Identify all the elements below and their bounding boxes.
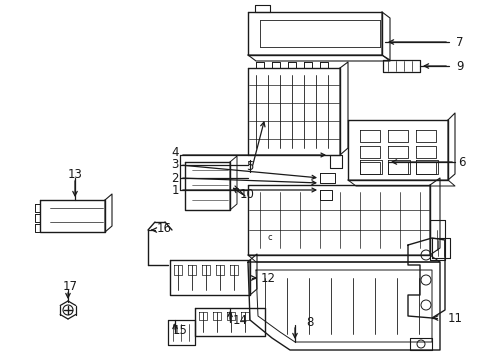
Text: 8: 8: [305, 316, 313, 329]
Text: c: c: [267, 234, 272, 243]
Text: 4: 4: [171, 147, 179, 159]
Text: 9: 9: [455, 59, 463, 72]
Text: 13: 13: [67, 168, 82, 181]
Text: 3: 3: [171, 158, 178, 171]
Text: 16: 16: [156, 221, 171, 234]
Text: 2: 2: [171, 171, 179, 184]
Text: 10: 10: [239, 188, 254, 201]
Text: 11: 11: [447, 311, 462, 324]
Text: 1: 1: [171, 184, 179, 197]
Text: 6: 6: [457, 156, 465, 168]
Text: 17: 17: [62, 279, 77, 292]
Text: 7: 7: [455, 36, 463, 49]
Text: 14: 14: [232, 314, 247, 327]
Text: 5: 5: [246, 161, 253, 174]
Text: 15: 15: [172, 324, 187, 337]
Text: 12: 12: [260, 271, 275, 284]
